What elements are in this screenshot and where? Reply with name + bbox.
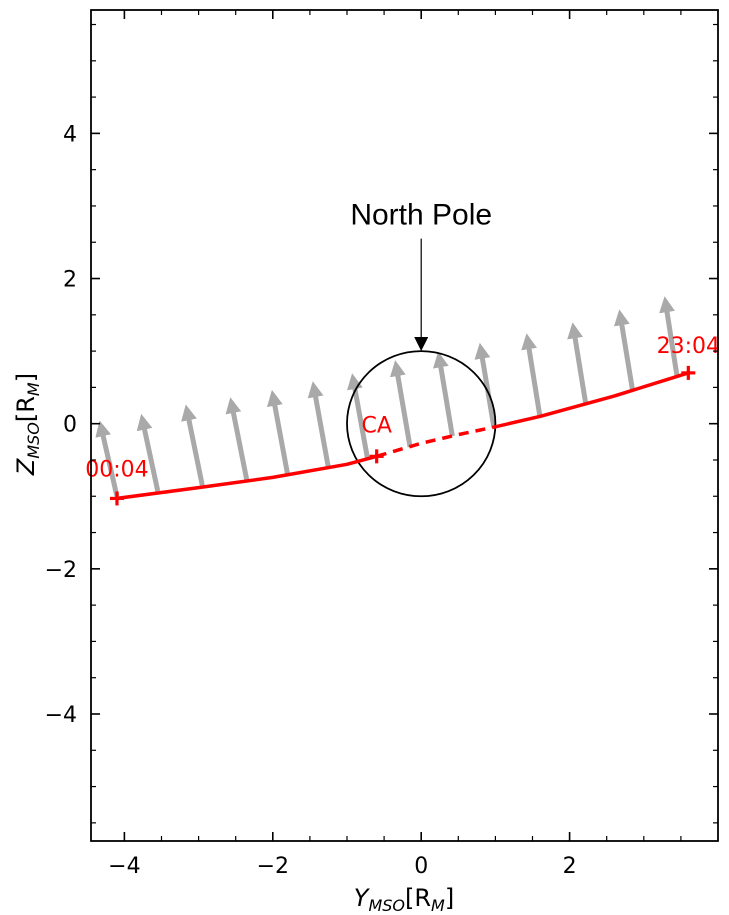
y-tick-label: −4: [45, 703, 77, 728]
field-vector-arrow: [474, 342, 497, 428]
trajectory-line: [116, 454, 378, 501]
marker-label: 00:04: [85, 457, 148, 482]
field-vector-arrow: [225, 397, 250, 481]
x-tick-label: −4: [108, 854, 140, 879]
y-tick-label: 2: [63, 268, 77, 293]
trajectory-line: [492, 371, 689, 430]
marker-label: CA: [361, 413, 391, 438]
field-vector-arrow: [389, 360, 413, 448]
field-vector-arrow: [613, 309, 636, 392]
x-axis-label: YMSO[RM]: [354, 884, 454, 915]
x-tick-label: 2: [563, 854, 577, 879]
y-axis-label: ZMSO[RM]: [12, 373, 43, 476]
planet-circle: [346, 350, 497, 498]
north-pole-label: North Pole: [350, 199, 492, 232]
field-vector-arrow: [136, 413, 161, 492]
plot-frame: [90, 9, 719, 842]
field-vector-arrow: [659, 296, 680, 378]
trajectory-shadow-dashed: [376, 425, 494, 458]
field-vector-arrow: [181, 404, 205, 486]
marker-label: 23:04: [657, 334, 720, 359]
field-vector-arrow: [521, 333, 543, 417]
field-vector-arrow: [95, 420, 120, 497]
y-tick-label: −2: [45, 558, 77, 583]
field-vector-arrow: [432, 351, 455, 437]
annotation-layer: 00:04 CA 23:04 North Pole: [85, 199, 720, 506]
x-tick-label: −2: [257, 854, 289, 879]
field-vector-arrow: [266, 389, 291, 475]
ticks-layer: −4 −2 0 2 −4 −2 0 2 4: [45, 10, 718, 879]
field-vectors: [95, 296, 680, 497]
field-vector-arrow: [347, 373, 371, 461]
x-tick-label: 0: [414, 854, 428, 879]
field-vector-arrow: [567, 322, 589, 406]
y-tick-label: 0: [63, 413, 77, 438]
field-vector-arrow: [307, 381, 331, 469]
planet-layer: [346, 350, 497, 498]
trajectory-layer: [116, 371, 689, 501]
y-tick-label: 4: [63, 122, 77, 147]
